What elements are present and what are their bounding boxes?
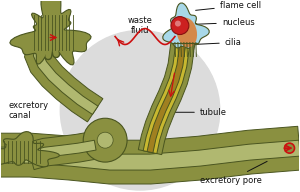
Polygon shape <box>163 3 209 48</box>
Polygon shape <box>25 28 103 122</box>
Circle shape <box>60 31 220 190</box>
Text: tubule: tubule <box>168 108 227 117</box>
Polygon shape <box>10 0 91 65</box>
Circle shape <box>83 118 127 162</box>
Text: flame cell: flame cell <box>196 1 261 10</box>
Polygon shape <box>29 140 96 161</box>
Text: nucleus: nucleus <box>190 18 254 27</box>
Polygon shape <box>138 22 197 155</box>
Polygon shape <box>0 132 59 167</box>
Polygon shape <box>33 35 98 114</box>
Ellipse shape <box>177 18 197 47</box>
Polygon shape <box>1 140 300 170</box>
Polygon shape <box>1 126 300 184</box>
Circle shape <box>171 17 189 35</box>
Text: cilia: cilia <box>196 38 242 47</box>
Polygon shape <box>147 22 188 153</box>
Text: excretory
canal: excretory canal <box>8 101 49 120</box>
Circle shape <box>284 143 295 153</box>
Text: waste
fluid: waste fluid <box>128 16 152 35</box>
Circle shape <box>175 21 181 26</box>
Polygon shape <box>27 131 98 170</box>
Polygon shape <box>143 22 192 154</box>
Text: excretory pore: excretory pore <box>200 161 267 185</box>
Circle shape <box>97 132 113 148</box>
